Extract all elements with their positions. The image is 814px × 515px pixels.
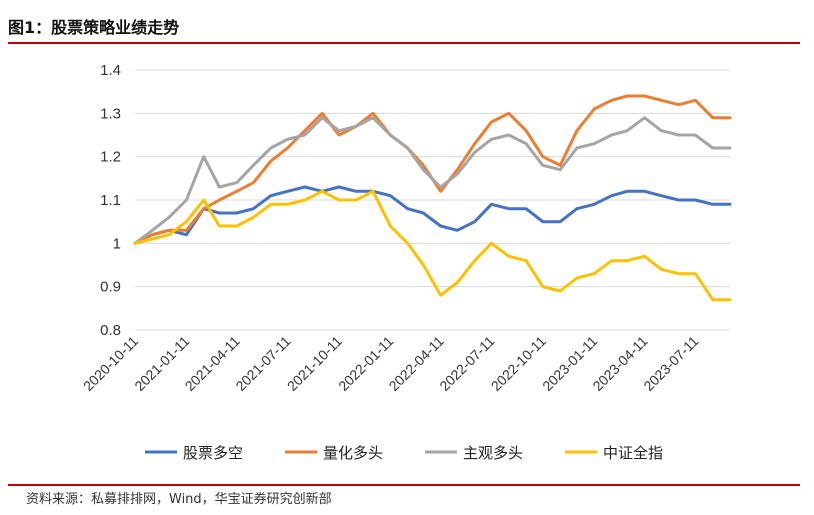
legend-label: 中证全指 bbox=[603, 444, 663, 462]
legend: 股票多空 量化多头 主观多头 中证全指 bbox=[145, 444, 663, 462]
x-axis-ticks: 2020-10-112021-01-112021-04-112021-07-11… bbox=[80, 333, 702, 394]
y-tick-label: 0.9 bbox=[100, 279, 121, 296]
y-tick-label: 0.8 bbox=[100, 322, 121, 339]
y-tick-label: 1 bbox=[113, 235, 121, 252]
x-tick-label: 2023-07-11 bbox=[640, 333, 701, 394]
y-tick-label: 1.3 bbox=[100, 105, 121, 122]
y-tick-label: 1.4 bbox=[100, 62, 121, 79]
gridlines bbox=[135, 69, 730, 331]
title-divider bbox=[8, 42, 800, 44]
footer-divider bbox=[8, 484, 800, 486]
figure-title: 图1：股票策略业绩走势 bbox=[8, 18, 180, 37]
series-line bbox=[133, 116, 732, 245]
legend-label: 股票多空 bbox=[183, 444, 243, 462]
series-lines bbox=[133, 94, 732, 302]
y-tick-label: 1.1 bbox=[100, 192, 121, 209]
source-note: 资料来源：私募排排网，Wind，华宝证券研究创新部 bbox=[26, 492, 332, 507]
series-line bbox=[133, 185, 732, 245]
y-axis-ticks: 0.8 0.9 1 1.1 1.2 1.3 1.4 bbox=[100, 62, 121, 339]
series-line bbox=[133, 189, 732, 302]
y-tick-label: 1.2 bbox=[100, 149, 121, 166]
line-chart: 0.8 0.9 1 1.1 1.2 1.3 1.4 2020-10-112021-01-11… bbox=[80, 62, 732, 462]
legend-label: 主观多头 bbox=[463, 444, 523, 462]
legend-label: 量化多头 bbox=[323, 444, 383, 462]
